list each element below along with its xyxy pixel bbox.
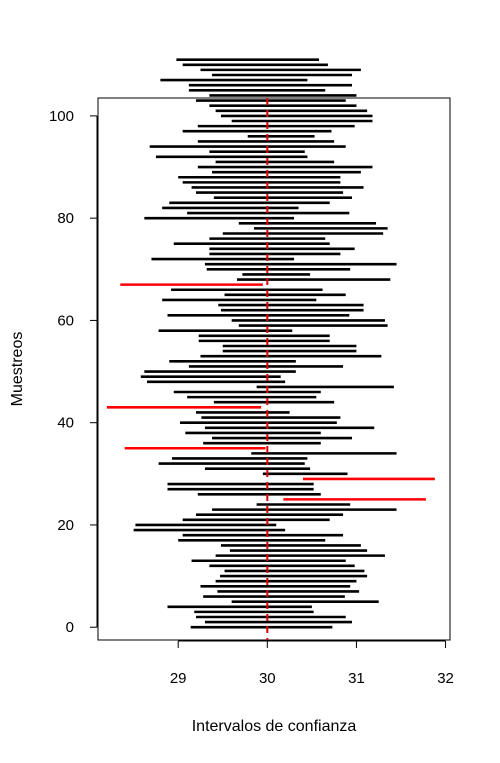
- y-tick-label: 40: [57, 415, 74, 432]
- x-tick-label: 30: [259, 670, 276, 687]
- y-axis-title: Muestreos: [9, 332, 26, 407]
- x-axis-title: Intervalos de confianza: [192, 718, 357, 735]
- y-axis: 0 20 40 60 80 100: [49, 108, 98, 636]
- x-tick-label: 31: [348, 670, 365, 687]
- intervals-layer: [106, 58, 435, 629]
- plot-frame: [97, 97, 451, 641]
- y-tick-label: 80: [57, 210, 74, 227]
- x-tick-label: 29: [170, 670, 187, 687]
- y-tick-label: 20: [57, 517, 74, 534]
- y-tick-label: 0: [66, 619, 74, 636]
- y-tick-label: 100: [49, 108, 74, 125]
- x-tick-label: 32: [437, 670, 454, 687]
- y-tick-label: 60: [57, 312, 74, 329]
- x-axis: 29 30 31 32: [170, 640, 454, 687]
